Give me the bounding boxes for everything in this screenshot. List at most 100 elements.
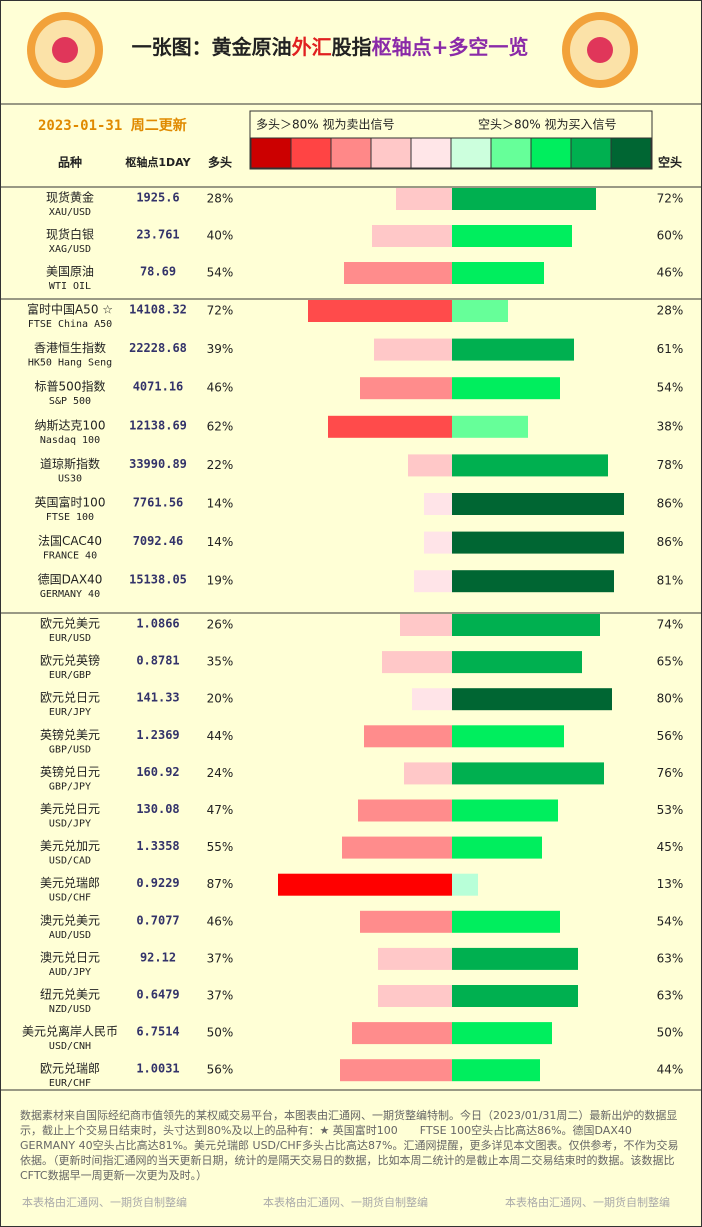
long-bar (374, 338, 452, 361)
row-name: 美元兑加元 (40, 839, 100, 853)
long-bar (342, 836, 452, 859)
short-bar (452, 836, 542, 859)
row-code: Nasdaq 100 (40, 435, 100, 446)
row-name: 纳斯达克100 (35, 418, 106, 432)
row-name: 欧元兑瑞郎 (40, 1062, 100, 1076)
pivot: 6.7514 (136, 1025, 179, 1039)
long-label: 20% (207, 692, 234, 706)
row-code: NZD/USD (49, 1004, 91, 1015)
pivot: 1925.6 (136, 191, 179, 205)
row-name: 美元兑瑞郎 (40, 876, 100, 890)
row-name: 纽元兑美元 (40, 988, 100, 1002)
short-label: 38% (657, 419, 684, 433)
row-code: WTI OIL (49, 281, 91, 292)
pivot: 1.2369 (136, 728, 179, 742)
title-part: 枢轴点+多空一览 (372, 35, 529, 59)
long-label: 46% (207, 914, 234, 928)
header: 枢轴点1DAY (125, 155, 191, 169)
short-label: 81% (657, 574, 684, 588)
short-label: 63% (657, 989, 684, 1003)
row-name: 道琼斯指数 (40, 456, 100, 471)
long-label: 28% (207, 192, 234, 206)
long-label: 54% (207, 266, 234, 280)
date: 2023-01-31 周二更新 (38, 117, 187, 134)
pivot: 160.92 (136, 765, 179, 779)
short-bar (452, 493, 624, 515)
row-name: 英镑兑日元 (40, 764, 100, 779)
row-code: USD/CNH (49, 1041, 91, 1052)
long-bar (372, 225, 452, 247)
legend-swatch (370, 137, 412, 169)
long-bar (344, 262, 452, 284)
short-label: 76% (657, 766, 684, 780)
long-bar (364, 725, 452, 748)
row-code: EUR/CHF (49, 1078, 91, 1089)
short-label: 86% (657, 497, 684, 511)
pivot: 130.08 (136, 802, 179, 816)
short-bar (452, 614, 600, 636)
short-bar (452, 338, 574, 361)
short-bar (452, 377, 560, 400)
legend-swatch (330, 137, 372, 169)
row-code: USD/JPY (49, 819, 91, 830)
short-bar (452, 688, 612, 711)
pivot: 33990.89 (129, 457, 187, 471)
row-name: 澳元兑日元 (40, 950, 100, 964)
short-bar (452, 651, 582, 674)
row-name: 英镑兑美元 (40, 727, 100, 742)
row-name: 澳元兑美元 (40, 913, 100, 927)
short-label: 54% (657, 381, 684, 395)
pivot: 22228.68 (129, 341, 187, 355)
long-bar (340, 1059, 452, 1082)
short-bar (452, 799, 558, 822)
row-name: 美元兑日元 (40, 802, 100, 816)
credit: 本表格由汇通网、一期货自制整编 (505, 1196, 670, 1209)
row-code: S&P 500 (49, 396, 91, 407)
long-bar (400, 614, 452, 636)
row-name: 欧元兑美元 (40, 617, 100, 631)
credit: 本表格由汇通网、一期货自制整编 (22, 1196, 187, 1209)
row-name: 现货黄金 (46, 190, 94, 205)
long-bar (396, 188, 452, 210)
row-name: 标普500指数 (35, 379, 106, 394)
long-label: 46% (207, 381, 234, 395)
row-name: 英国富时100 (35, 495, 106, 510)
short-label: 13% (657, 877, 684, 891)
pivot: 1.0031 (136, 1062, 179, 1076)
row-code: FTSE 100 (46, 512, 94, 523)
long-bar (358, 799, 452, 822)
row-name: 欧元兑日元 (40, 691, 100, 705)
long-bar (328, 415, 452, 438)
long-label: 44% (207, 729, 234, 743)
short-label: 61% (657, 342, 684, 356)
pivot: 4071.16 (133, 380, 184, 394)
long-label: 22% (207, 458, 234, 472)
row-code: EUR/GBP (49, 670, 91, 681)
long-bar (360, 377, 452, 400)
legend-swatch (570, 137, 612, 169)
long-label: 50% (207, 1026, 234, 1040)
long-bar (404, 762, 452, 785)
short-bar (452, 910, 560, 933)
short-label: 72% (657, 192, 684, 206)
header: 多头 (208, 155, 232, 170)
long-label: 40% (207, 229, 234, 243)
logo (27, 12, 103, 88)
long-label: 26% (207, 618, 234, 632)
row-name: 欧元兑英镑 (40, 653, 100, 668)
short-bar (452, 947, 578, 970)
pivot: 92.12 (140, 950, 176, 964)
short-label: 65% (657, 655, 684, 669)
long-label: 72% (207, 304, 234, 318)
row-code: HK50 Hang Seng (28, 358, 112, 369)
long-bar (414, 570, 452, 593)
long-label: 14% (207, 497, 234, 511)
credit: 本表格由汇通网、一期货自制整编 (263, 1196, 428, 1209)
short-bar (452, 188, 596, 210)
pivot: 14108.32 (129, 303, 187, 317)
long-bar (308, 300, 452, 322)
short-label: 63% (657, 951, 684, 965)
title-part: 外汇 (292, 35, 332, 59)
short-bar (452, 300, 508, 322)
